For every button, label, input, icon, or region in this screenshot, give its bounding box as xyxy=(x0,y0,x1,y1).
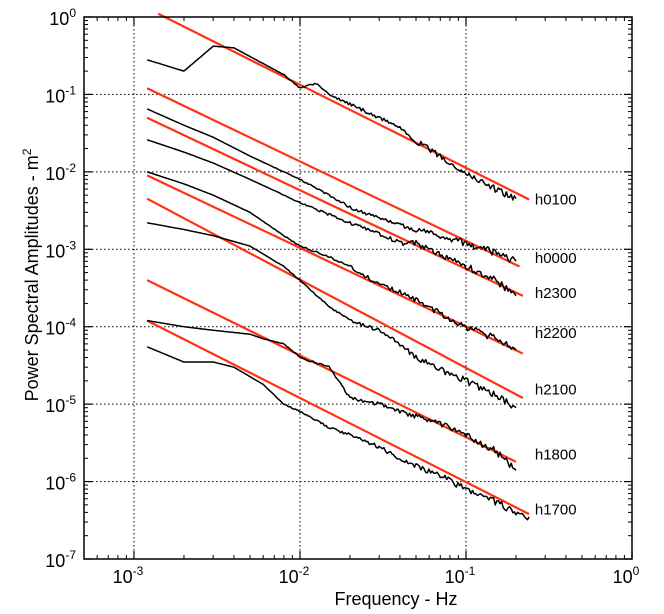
x-tick-exp: 0 xyxy=(633,564,640,578)
y-tick-label: 10-2 xyxy=(45,161,76,184)
y-tick-base: 10 xyxy=(45,551,65,571)
fit-line-h1700 xyxy=(146,319,530,516)
fit-line-h2300 xyxy=(146,116,524,297)
y-tick-base: 10 xyxy=(49,9,69,29)
fit-line-h2100 xyxy=(146,197,524,399)
y-tick-exp: -2 xyxy=(65,161,76,175)
y-tick-label: 10-5 xyxy=(45,393,76,416)
y-tick-label: 10-4 xyxy=(45,316,76,339)
x-tick-label: 10-2 xyxy=(279,564,310,587)
x-tick-base: 10 xyxy=(113,567,133,587)
y-tick-label: 10-7 xyxy=(45,548,76,571)
x-tick-base: 10 xyxy=(613,567,633,587)
series-label-h1700: h1700 xyxy=(535,501,577,518)
y-tick-base: 10 xyxy=(45,474,65,494)
x-tick-label: 10-3 xyxy=(113,564,144,587)
spectrum-line-h2200 xyxy=(146,171,517,351)
spectrum-line-h0100 xyxy=(146,45,517,201)
series-label-h2200: h2200 xyxy=(535,325,577,342)
fit-line-h0000 xyxy=(146,87,520,268)
y-tick-exp: 0 xyxy=(69,6,76,20)
ticks: 10-3 10-2 10-1 10010010-110-210-310-410-510… xyxy=(45,6,639,587)
series-label-h2100: h2100 xyxy=(535,381,577,398)
y-axis-label: Power Spectral Amplitudes - m2 xyxy=(20,148,42,401)
x-tick-label: 10-1 xyxy=(445,564,476,587)
y-tick-label: 10-6 xyxy=(45,471,76,494)
y-tick-exp: -4 xyxy=(65,316,76,330)
spectrum-line-h0000 xyxy=(146,108,517,263)
y-tick-label: 100 xyxy=(49,6,76,29)
y-tick-label: 10-1 xyxy=(45,83,76,106)
spectrum-lines xyxy=(146,45,530,521)
y-axis-label-text: Power Spectral Amplitudes - m xyxy=(22,155,42,401)
y-tick-label: 10-3 xyxy=(45,238,76,261)
x-tick-exp: -3 xyxy=(133,564,144,578)
x-tick-base: 10 xyxy=(279,567,299,587)
y-tick-base: 10 xyxy=(45,319,65,339)
y-tick-exp: -1 xyxy=(65,83,76,97)
series-label-h0100: h0100 xyxy=(535,192,577,209)
grid xyxy=(84,17,632,559)
series-label-h2300: h2300 xyxy=(535,285,577,302)
series-label-h1800: h1800 xyxy=(535,447,577,464)
spectrum-line-h1700 xyxy=(146,346,530,521)
spectrum-line-h2300 xyxy=(146,138,517,297)
y-tick-base: 10 xyxy=(45,86,65,106)
y-tick-base: 10 xyxy=(45,396,65,416)
plot-frame xyxy=(83,16,633,560)
fit-line-h0100 xyxy=(157,12,530,201)
x-tick-exp: -2 xyxy=(299,564,310,578)
y-tick-base: 10 xyxy=(45,164,65,184)
y-tick-exp: -6 xyxy=(65,471,76,485)
y-tick-exp: -7 xyxy=(65,548,76,562)
x-axis-label: Frequency - Hz xyxy=(334,589,457,609)
x-tick-label: 100 xyxy=(613,564,640,587)
y-axis-label-superscript: 2 xyxy=(20,148,34,155)
spectrum-line-h1800 xyxy=(147,319,517,471)
y-tick-exp: -3 xyxy=(65,238,76,252)
x-tick-exp: -1 xyxy=(465,564,476,578)
fit-lines xyxy=(146,12,530,516)
y-tick-exp: -5 xyxy=(65,393,76,407)
y-tick-base: 10 xyxy=(45,241,65,261)
series-label-h0000: h0000 xyxy=(535,250,577,267)
series-labels: h0100 h0000 h2300 h2200 h2100 h1800 h1700 xyxy=(535,192,577,519)
spectrum-line-h2100 xyxy=(146,222,517,409)
x-tick-base: 10 xyxy=(445,567,465,587)
